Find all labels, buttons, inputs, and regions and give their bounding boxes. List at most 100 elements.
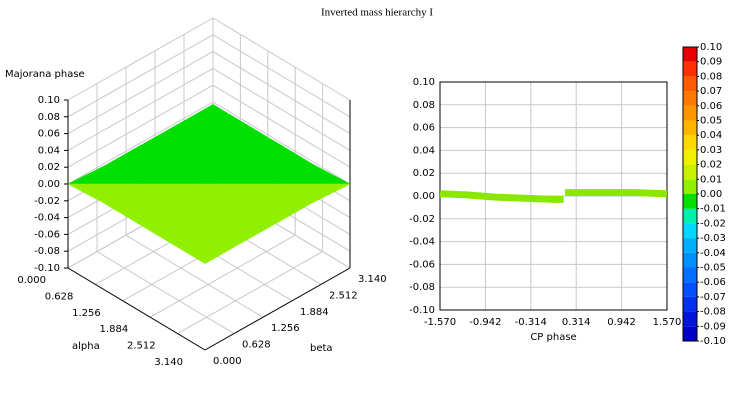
z-tick-label: -0.02 [34,196,60,207]
y-tick-label: 0.04 [413,145,435,156]
grid-line [149,234,296,318]
color-band [683,120,697,136]
color-band [683,326,697,341]
colorbar-label: -0.09 [700,321,726,332]
color-band [683,47,697,62]
z-tick-label: 0.08 [38,112,60,123]
x-tick-label: 1.884 [100,324,129,335]
colorbar-label: 0.10 [700,42,722,53]
y-tick-label: -0.04 [409,237,435,248]
grid-line [96,251,235,335]
grid-line [67,34,214,118]
z-tick-label: 0.10 [38,95,60,106]
grid-line [67,101,214,185]
x-axis-label: alpha [72,341,100,352]
axis-line [204,267,351,351]
grid-line [212,34,351,118]
color-band [683,282,697,297]
x-axis-label: CP phase [530,332,576,343]
grid-line [67,51,214,135]
color-band [683,252,697,268]
color-band [683,105,697,121]
x-tick-label: -1.570 [424,317,456,328]
z-tick-label: -0.04 [34,213,60,224]
z-tick-label: -0.10 [34,263,60,274]
axis-line [67,267,206,351]
colorbar-label: 0.03 [700,145,722,156]
color-band [683,76,697,92]
color-band [683,135,697,150]
colorbar-label: 0.07 [700,86,722,97]
x-tick-label: 2.512 [127,341,156,352]
grid-line [212,67,351,151]
grid-line [67,17,214,101]
colorbar-label: 0.05 [700,116,722,127]
colorbar-label: 0.01 [700,174,722,185]
grid-line [177,251,323,335]
grid-line [212,101,351,185]
colorbar-label: -0.05 [700,263,726,274]
y-tick-label: 3.140 [358,274,387,285]
surface-patch [175,104,249,126]
x-tick-label: 0.942 [607,317,636,328]
x-tick-label: 0.000 [17,275,46,286]
colorbar-label: 0.09 [700,57,722,68]
z-tick-label: 0.00 [38,179,60,190]
colorbar-label: 0.00 [700,189,722,200]
x-tick-label: 0.314 [562,317,591,328]
colorbar-label: 0.02 [700,160,722,171]
y-tick-label: -0.10 [409,305,435,316]
y-axis-label: beta [310,343,333,354]
grid-line [212,17,351,101]
y-tick-label: -0.06 [409,259,435,270]
y-tick-label: 0.00 [413,191,435,202]
surface-patch [279,183,351,203]
y-tick-label: 1.256 [271,323,300,334]
x-tick-label: 1.570 [653,317,682,328]
figure-title: Inverted mass hierarchy I [321,7,433,19]
z-tick-label: 0.06 [38,129,60,140]
grid-line [125,234,264,318]
y-tick-label: 2.512 [329,290,358,301]
grid-line [212,84,351,168]
grid-line [67,84,214,168]
y-tick-label: -0.08 [409,282,435,293]
color-band [683,194,697,209]
color-band [683,238,697,253]
colorbar-label: -0.08 [700,307,726,318]
colorbar-label: -0.01 [700,204,726,215]
color-band [683,311,697,327]
colorbar-label: 0.04 [700,130,722,141]
colorbar-label: 0.06 [700,101,722,112]
z-tick-label: 0.04 [38,145,60,156]
grid-line [67,67,214,151]
colorbar-label: -0.06 [700,277,726,288]
x-tick-label: -0.942 [469,317,501,328]
color-band [683,223,697,239]
y-tick-label: 0.000 [213,356,242,367]
colorbar-label: 0.08 [700,71,722,82]
colorbar-label: -0.02 [700,218,726,229]
y-tick-label: 0.628 [242,340,271,351]
color-band [683,296,697,312]
surface-patch [205,222,279,244]
y-tick-label: 0.08 [413,100,435,111]
x-tick-label: 3.140 [154,357,183,368]
color-band [683,208,697,224]
z-axis-label: Majorana phase [5,69,85,80]
y-tick-label: -0.02 [409,214,435,225]
color-band [683,164,697,180]
y-tick-label: 0.10 [413,77,435,88]
color-band [683,267,697,283]
colorbar-label: -0.10 [700,336,726,347]
surface-patch [169,242,243,264]
y-tick-label: 0.06 [413,123,435,134]
z-tick-label: -0.08 [34,246,60,257]
grid-line [212,51,351,135]
colorbar-label: -0.03 [700,233,726,244]
x-tick-label: 0.628 [45,291,74,302]
color-band [683,179,697,194]
x-tick-label: -0.314 [515,317,547,328]
surface-patch [242,201,315,223]
